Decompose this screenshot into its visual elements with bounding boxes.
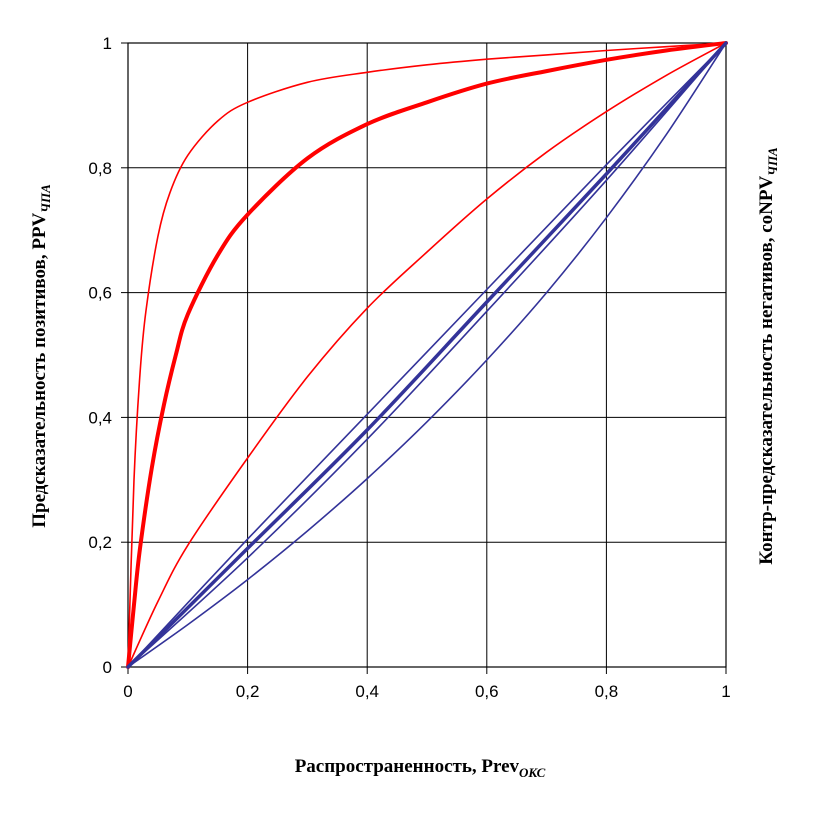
x-tick-label: 0,6 <box>475 682 499 701</box>
conpv-curve-6 <box>127 42 727 668</box>
ppv-curve-2 <box>126 41 728 669</box>
y-tick-labels: 0 0,2 0,4 0,6 0,8 1 <box>88 34 112 677</box>
plot-area-border <box>127 42 727 668</box>
conpv-curve-4 <box>127 42 727 668</box>
ppv-curve-1 <box>127 42 727 668</box>
x-axis-title: Распространенность, PrevОКС <box>295 756 546 780</box>
series-layer <box>126 41 728 669</box>
y-tick-label: 0 <box>103 658 112 677</box>
grid <box>121 42 727 674</box>
x-tick-label: 0 <box>123 682 132 701</box>
y-tick-label: 0,6 <box>88 284 112 303</box>
x-tick-label: 1 <box>721 682 730 701</box>
ppv-curve-3 <box>127 42 727 668</box>
y-axis-title-left: Предсказательность позитивов, PPVЧПА <box>29 184 53 528</box>
y-tick-label: 1 <box>103 34 112 53</box>
plot-frame <box>127 42 727 668</box>
conpv-curve-7 <box>127 42 727 668</box>
y-tick-label: 0,2 <box>88 533 112 552</box>
x-tick-label: 0,4 <box>355 682 379 701</box>
x-tick-label: 0,2 <box>236 682 260 701</box>
x-tick-label: 0,8 <box>595 682 619 701</box>
y-tick-label: 0,8 <box>88 159 112 178</box>
conpv-curve-5 <box>126 41 728 669</box>
y-tick-label: 0,4 <box>88 408 112 427</box>
x-tick-labels: 0 0,2 0,4 0,6 0,8 1 <box>123 682 730 701</box>
y-axis-title-right: Контр-предсказательность негативов, coNP… <box>756 147 780 565</box>
